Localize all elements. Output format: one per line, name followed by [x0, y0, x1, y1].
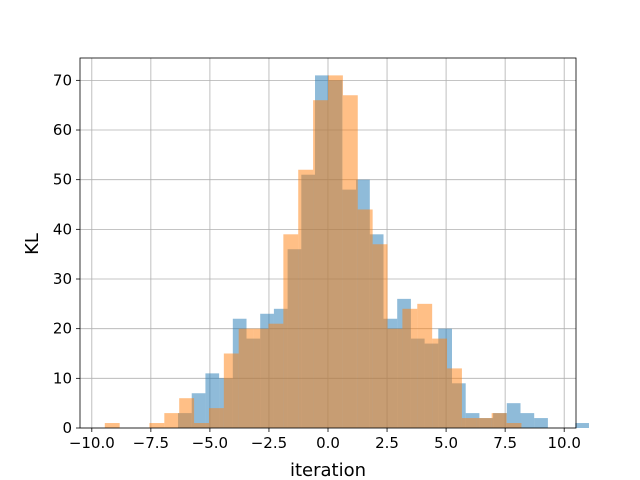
y-tick-label: 30 [53, 270, 72, 288]
histogram-bar [506, 423, 522, 428]
y-tick-label: 70 [53, 71, 72, 89]
histogram-bar [476, 418, 492, 428]
x-tick-label: 10.0 [547, 434, 580, 452]
histogram-bar [575, 423, 589, 428]
x-tick-label: −10.0 [69, 434, 115, 452]
x-tick-label: −5.0 [192, 434, 228, 452]
y-tick-label: 0 [62, 419, 72, 437]
histogram-bar [461, 418, 477, 428]
x-axis-label: iteration [290, 460, 366, 480]
y-tick-label: 10 [53, 369, 72, 387]
histogram-bar [328, 75, 343, 428]
histogram-bar [191, 393, 206, 428]
axes-layer: −10.0 −7.5 −5.0 −2.5 0.0 2.5 5.0 7.5 10.0 0 10 20 30… [53, 57, 581, 452]
histogram-bar [194, 423, 209, 428]
x-tick-label: −2.5 [251, 434, 287, 452]
histogram-bar [417, 303, 433, 428]
x-tick-label: 2.5 [375, 434, 399, 452]
histogram-bar [208, 408, 224, 428]
y-axis-label: KL [22, 233, 43, 255]
histogram-bar [268, 323, 284, 428]
histogram-bar [402, 308, 418, 428]
series-layer [104, 75, 589, 428]
histogram-bar [298, 169, 314, 428]
histogram-bar [491, 413, 507, 428]
x-tick-label: 7.5 [493, 434, 517, 452]
histogram-bar [342, 95, 358, 428]
histogram-bar [223, 353, 239, 428]
histogram-bar [179, 398, 195, 428]
histogram-bar [506, 403, 521, 428]
histogram-bar [149, 423, 165, 428]
y-tick-label: 60 [53, 121, 72, 139]
y-tick-label: 50 [53, 171, 72, 189]
histogram-bar [238, 328, 254, 428]
histogram-bar [253, 328, 269, 428]
histogram-bar [357, 209, 373, 428]
histogram-bar [534, 418, 548, 428]
histogram-bar [372, 244, 388, 428]
histogram-bar [447, 368, 462, 428]
histogram-bar [432, 338, 448, 428]
x-tick-label: 0.0 [316, 434, 340, 452]
histogram-bar [387, 328, 403, 428]
y-tick-label: 20 [53, 320, 72, 338]
y-tick-label: 40 [53, 220, 72, 238]
x-tick-label: 5.0 [434, 434, 458, 452]
histogram-bar [164, 413, 180, 428]
histogram-bar [283, 234, 299, 428]
x-tick-label: −7.5 [133, 434, 169, 452]
histogram-bar [104, 423, 120, 428]
histogram-bar [313, 100, 328, 428]
histogram-bar [520, 413, 535, 428]
